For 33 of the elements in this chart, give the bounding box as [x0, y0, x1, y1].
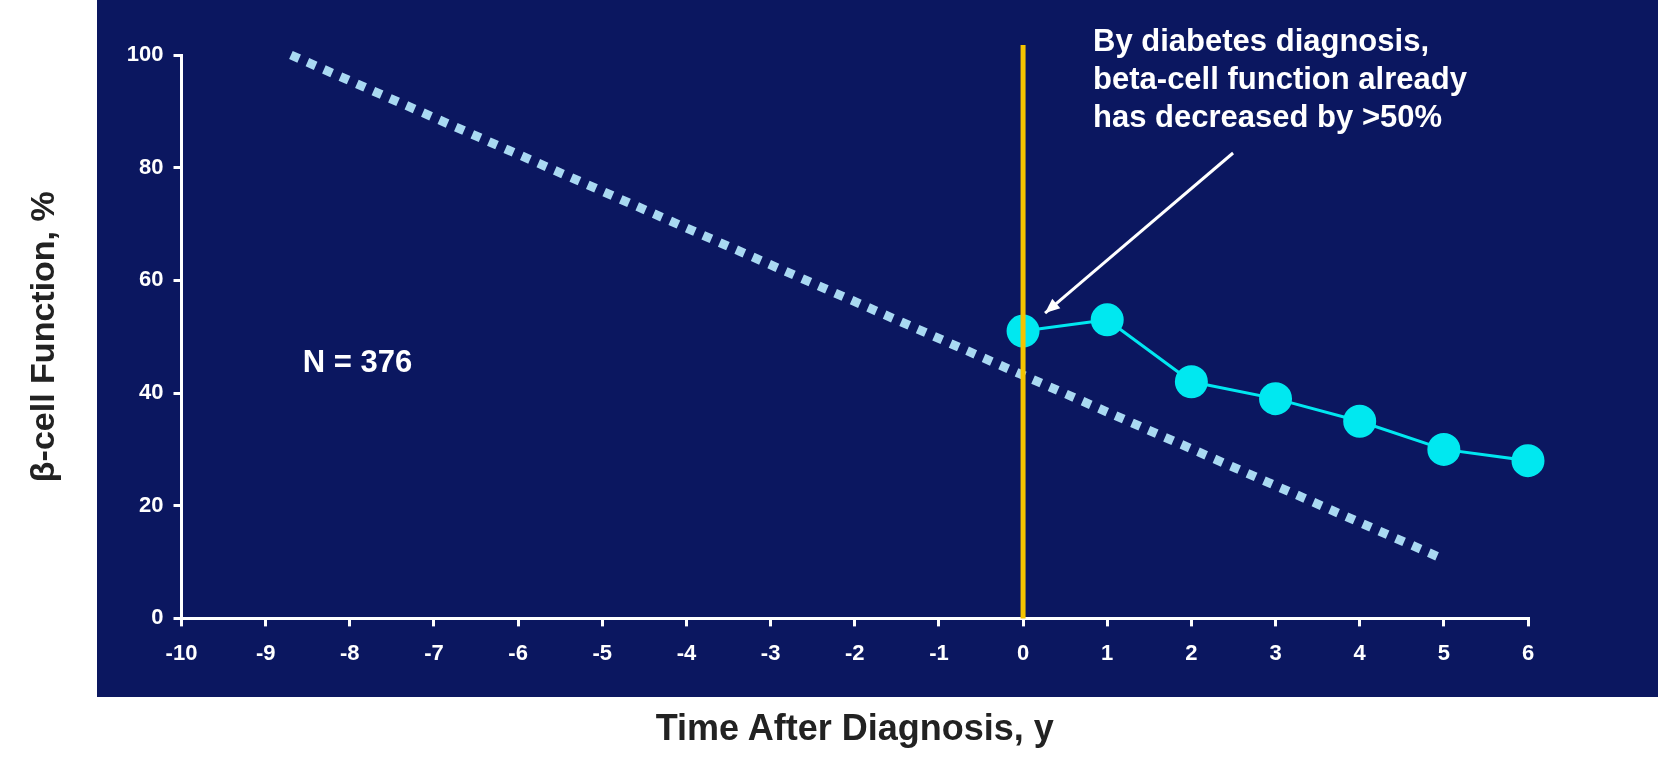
- point: [1259, 382, 1293, 416]
- y-tick-label: 20: [139, 491, 164, 517]
- x-tick-label: -5: [592, 639, 613, 665]
- x-tick-label: -4: [676, 639, 697, 665]
- y-tick-label: 0: [151, 604, 164, 630]
- point: [1427, 432, 1461, 466]
- annotation: N = 376: [302, 344, 413, 380]
- point: [1174, 365, 1208, 399]
- x-tick-label: -8: [340, 639, 360, 665]
- y-tick-label: 100: [126, 41, 164, 67]
- x-tick-label: -1: [929, 639, 949, 665]
- y-tick-label: 60: [139, 266, 164, 292]
- x-tick-label: 4: [1353, 639, 1367, 665]
- point: [1511, 444, 1545, 478]
- x-tick-label: -6: [508, 639, 528, 665]
- x-tick-label: 0: [1016, 639, 1030, 665]
- x-tick-label: -2: [844, 639, 865, 665]
- annotation: By diabetes diagnosis, beta-cell function already has decreased by >50%: [1093, 23, 1468, 135]
- x-axis-title: Time After Diagnosis, y: [655, 707, 1054, 749]
- x-tick-label: 3: [1269, 639, 1282, 665]
- x-tick-label: 1: [1101, 639, 1114, 665]
- x-tick-label: -10: [165, 639, 198, 665]
- y-tick-label: 40: [139, 379, 164, 405]
- point: [1343, 404, 1377, 438]
- x-tick-label: 5: [1437, 639, 1450, 665]
- x-tick-label: -7: [424, 639, 444, 665]
- x-tick-label: 2: [1185, 639, 1198, 665]
- point: [1090, 303, 1124, 337]
- x-tick-label: -9: [255, 639, 276, 665]
- y-axis-title: β-cell Function, %: [22, 191, 61, 483]
- y-tick-label: 80: [139, 153, 164, 179]
- x-tick-label: 6: [1521, 639, 1535, 665]
- x-tick-label: -3: [760, 639, 781, 665]
